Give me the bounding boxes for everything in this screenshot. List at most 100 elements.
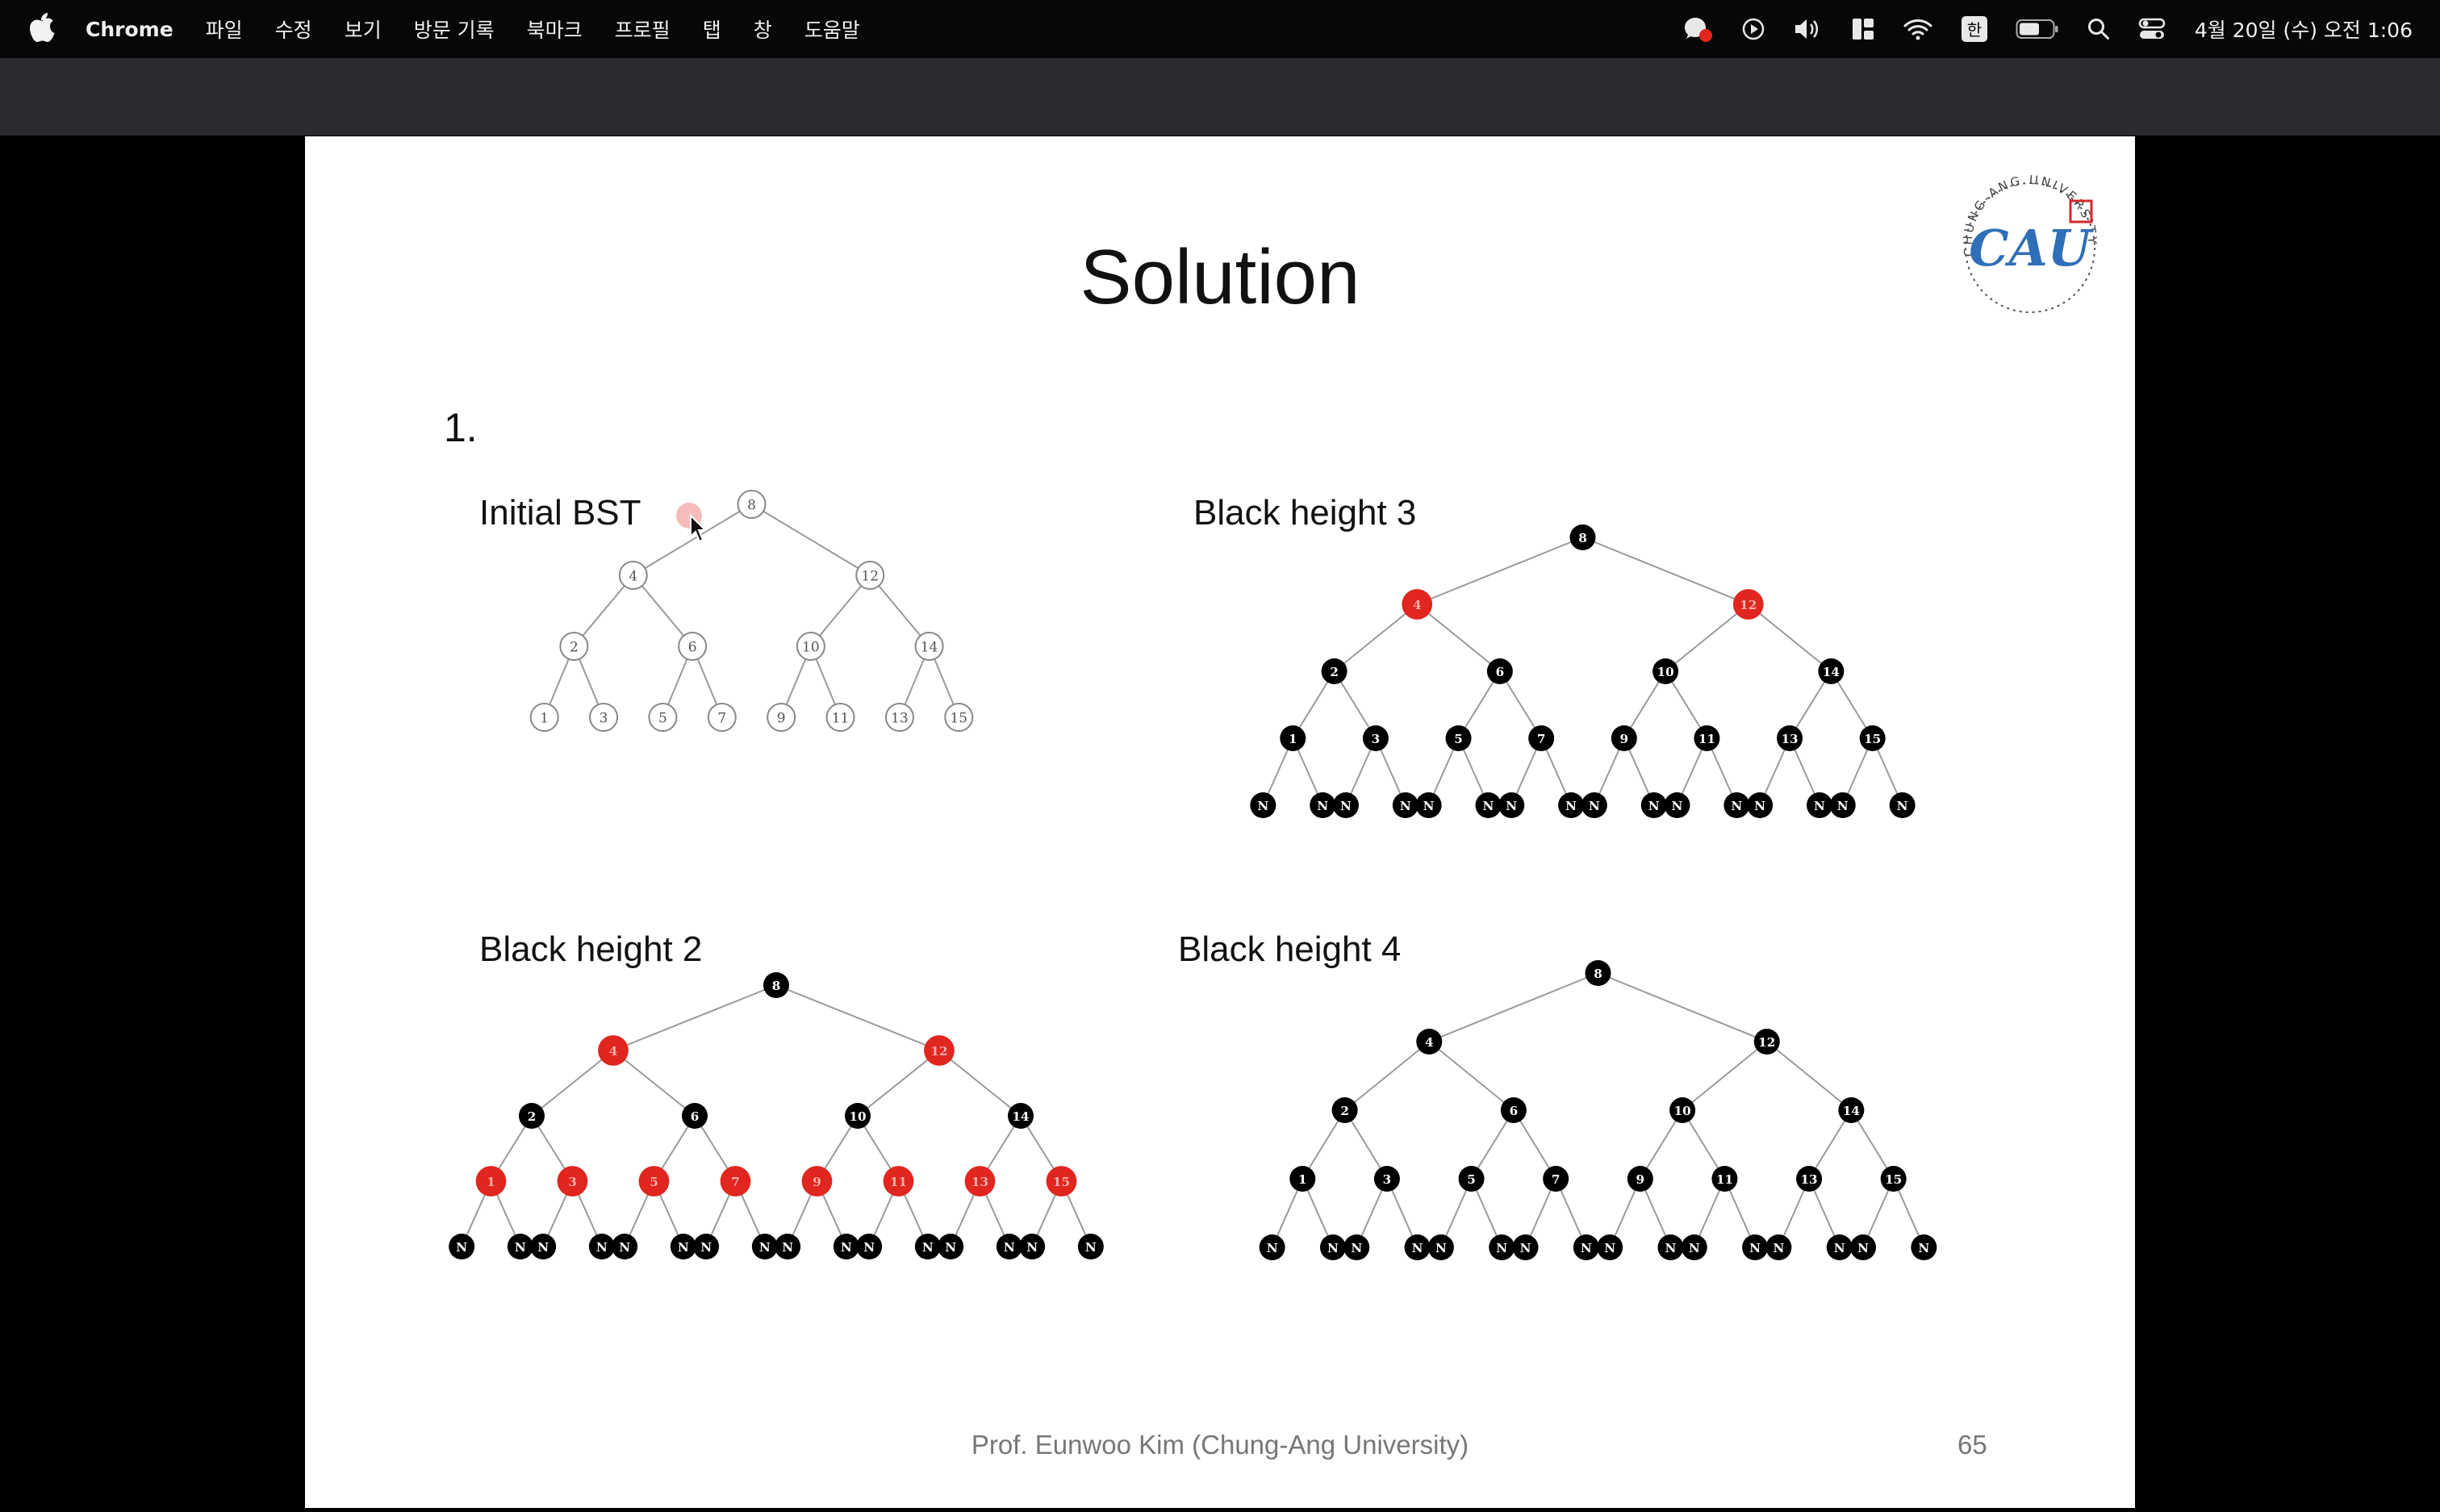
svg-text:N: N — [1317, 799, 1328, 813]
tree-node-8: 8 — [1585, 960, 1611, 986]
svg-text:N: N — [1267, 1241, 1278, 1255]
search-icon[interactable] — [2087, 13, 2111, 45]
tree-nil-leaf: N — [1723, 792, 1750, 818]
svg-text:N: N — [596, 1240, 608, 1255]
tree-nil-leaf: N — [1077, 1234, 1104, 1259]
input-method-icon[interactable]: 한 — [1961, 13, 1988, 45]
svg-text:11: 11 — [1698, 732, 1715, 746]
tree-node-11: 11 — [825, 703, 855, 732]
svg-text:12: 12 — [1758, 1035, 1775, 1050]
tree-node-7: 7 — [720, 1166, 751, 1197]
menubar-clock[interactable]: 4월 20일 (수) 오전 1:06 — [2194, 19, 2413, 42]
tree-node-8: 8 — [737, 490, 767, 519]
svg-text:3: 3 — [1372, 732, 1381, 746]
svg-text:2: 2 — [1330, 665, 1339, 679]
menu-window[interactable]: 창 — [753, 19, 772, 42]
svg-text:N: N — [1672, 799, 1683, 813]
tree-black-height-3: 84 122 6 10 141 3 5 7 9 11 13 15N N N N N N N N N N N N N N N N — [1250, 524, 1916, 818]
svg-text:4: 4 — [1413, 598, 1422, 612]
svg-text:8: 8 — [1594, 967, 1602, 981]
svg-text:N: N — [1731, 799, 1742, 813]
volume-icon[interactable] — [1793, 13, 1824, 45]
svg-text:9: 9 — [777, 710, 786, 726]
svg-text:13: 13 — [891, 710, 909, 726]
svg-text:N: N — [1257, 799, 1268, 813]
tree-nil-leaf: N — [693, 1234, 720, 1259]
svg-text:4: 4 — [1425, 1035, 1434, 1050]
svg-text:N: N — [863, 1240, 875, 1255]
tree-node-3: 3 — [1373, 1166, 1400, 1192]
svg-text:N: N — [678, 1240, 689, 1255]
svg-text:3: 3 — [600, 710, 608, 726]
tree-nil-leaf: N — [1829, 792, 1856, 818]
svg-text:1: 1 — [540, 710, 549, 726]
tree-black-height-2: 84 122 6 10 141 3 5 7 9 11 13 15N N N N N N N N N N N N N N N N — [449, 972, 1104, 1259]
svg-text:12: 12 — [930, 1044, 947, 1059]
menu-bookmarks[interactable]: 북마크 — [526, 19, 583, 42]
tree-nil-leaf: N — [588, 1234, 615, 1259]
svg-text:N: N — [1754, 799, 1765, 813]
svg-text:5: 5 — [650, 1175, 658, 1189]
svg-text:N: N — [619, 1240, 630, 1255]
tree-nil-leaf: N — [1498, 792, 1525, 818]
svg-text:N: N — [841, 1240, 852, 1255]
tree-nil-leaf: N — [1657, 1234, 1684, 1260]
slide-page-number: 65 — [1957, 1430, 1987, 1460]
apple-menu-icon[interactable] — [29, 11, 56, 44]
slide-title: Solution — [1080, 234, 1360, 320]
tree-node-14: 14 — [914, 632, 944, 661]
control-center-icon[interactable] — [2138, 13, 2166, 45]
svg-text:N: N — [1435, 1241, 1447, 1255]
svg-text:11: 11 — [832, 710, 850, 726]
svg-text:N: N — [1814, 799, 1825, 813]
tree-nil-leaf: N — [1597, 1234, 1623, 1260]
svg-text:6: 6 — [691, 1109, 700, 1124]
svg-text:6: 6 — [1496, 665, 1505, 679]
tree-node-13: 13 — [964, 1166, 996, 1197]
svg-text:13: 13 — [971, 1175, 988, 1189]
tree-node-10: 10 — [1652, 658, 1679, 684]
tree-nil-leaf: N — [1415, 792, 1442, 818]
play-icon[interactable] — [1741, 13, 1765, 45]
tree-node-9: 9 — [1611, 725, 1637, 751]
layout-icon[interactable] — [1851, 13, 1875, 45]
wifi-icon[interactable] — [1903, 13, 1933, 45]
menu-view[interactable]: 보기 — [344, 19, 382, 42]
tree-node-2: 2 — [559, 632, 589, 661]
svg-text:N: N — [1837, 799, 1849, 813]
svg-text:N: N — [456, 1240, 467, 1255]
svg-text:N: N — [1351, 1241, 1362, 1255]
tree-node-11: 11 — [1711, 1166, 1738, 1192]
tree-node-8: 8 — [1569, 524, 1596, 550]
svg-text:13: 13 — [1800, 1172, 1817, 1187]
tree-node-13: 13 — [1796, 1166, 1823, 1192]
tree-node-6: 6 — [1486, 658, 1513, 684]
menu-history[interactable]: 방문 기록 — [413, 19, 495, 42]
tree-node-8: 8 — [763, 972, 789, 998]
svg-text:N: N — [1773, 1241, 1784, 1255]
tree-node-15: 15 — [1859, 725, 1886, 751]
tree-node-5: 5 — [1458, 1166, 1485, 1192]
menu-help[interactable]: 도움말 — [804, 19, 860, 42]
svg-text:9: 9 — [813, 1175, 821, 1189]
tree-nil-leaf: N — [1747, 792, 1774, 818]
menu-app-chrome[interactable]: Chrome — [86, 17, 173, 41]
tree-node-14: 14 — [1818, 658, 1845, 684]
tree-node-6: 6 — [1500, 1097, 1527, 1123]
tree-nil-leaf: N — [1765, 1234, 1792, 1260]
tree-node-1: 1 — [529, 703, 559, 732]
menu-edit[interactable]: 수정 — [274, 19, 312, 42]
tree-node-4: 4 — [598, 1035, 629, 1066]
label-initial-bst: Initial BST — [479, 493, 641, 533]
svg-text:N: N — [1857, 1241, 1869, 1255]
menu-file[interactable]: 파일 — [205, 19, 243, 42]
menu-profiles[interactable]: 프로필 — [614, 19, 671, 42]
tree-nil-leaf: N — [1512, 1234, 1539, 1260]
tree-nil-leaf: N — [612, 1234, 638, 1259]
battery-icon[interactable] — [2016, 13, 2059, 45]
notification-icon[interactable] — [1682, 13, 1714, 45]
tree-nil-leaf: N — [1343, 1234, 1370, 1260]
tree-nil-leaf: N — [1392, 792, 1418, 818]
svg-text:6: 6 — [688, 639, 697, 655]
menu-tab[interactable]: 탭 — [702, 19, 721, 42]
